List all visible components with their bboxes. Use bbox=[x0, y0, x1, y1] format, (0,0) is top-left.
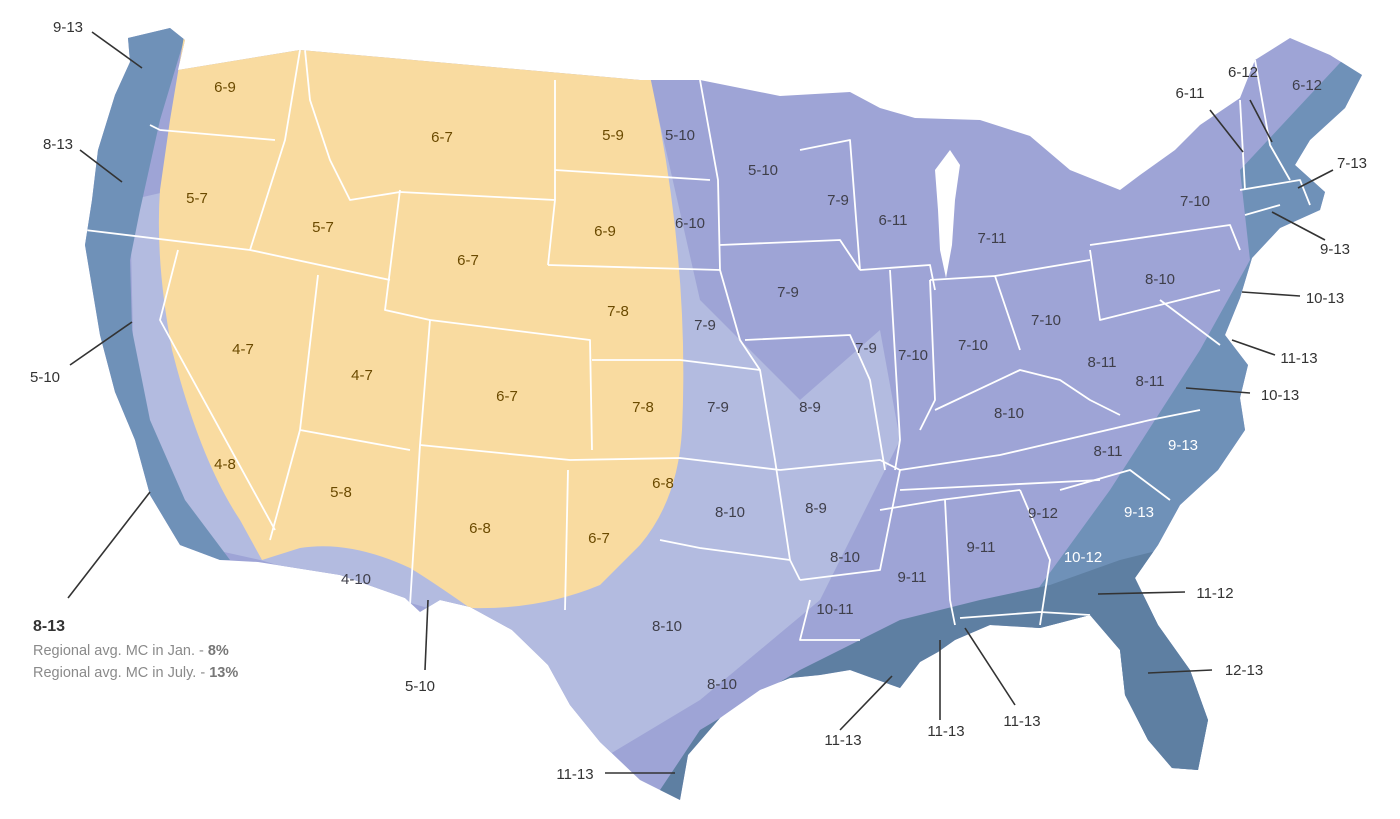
region-label: 8-10 bbox=[715, 504, 745, 521]
legend-jan-value: 8% bbox=[207, 643, 229, 659]
callout-label: 10-13 bbox=[1261, 387, 1299, 404]
region-label: 8-10 bbox=[1145, 271, 1175, 288]
region-label: 7-10 bbox=[1180, 193, 1210, 210]
legend-range: 8-13 bbox=[33, 618, 66, 635]
legend-july-row: Regional avg. MC in July. -13% bbox=[33, 662, 333, 684]
callout-label: 5-10 bbox=[30, 369, 60, 386]
region-label: 6-7 bbox=[457, 252, 479, 269]
region-label: 9-13 bbox=[1168, 437, 1198, 454]
region-label: 4-8 bbox=[214, 456, 236, 473]
legend-july-label: Regional avg. MC in July. - bbox=[33, 665, 206, 681]
callout-leaders bbox=[67, 31, 1334, 774]
callout-label: 11-13 bbox=[1280, 350, 1317, 367]
region-label: 7-9 bbox=[707, 399, 729, 416]
region-label: 7-10 bbox=[958, 337, 988, 354]
region-label: 7-10 bbox=[898, 347, 928, 364]
region-label: 7-9 bbox=[777, 284, 799, 301]
region-label: 6-7 bbox=[431, 129, 453, 146]
region-label: 4-7 bbox=[351, 367, 373, 384]
region-label: 6-7 bbox=[496, 388, 518, 405]
region-label: 4-10 bbox=[341, 571, 371, 588]
region-label: 7-9 bbox=[855, 340, 877, 357]
lake-michigan bbox=[935, 150, 960, 278]
region-label: 8-10 bbox=[707, 676, 737, 693]
callout-label: 12-13 bbox=[1225, 662, 1263, 679]
callout-label: 11-12 bbox=[1196, 585, 1233, 602]
region-label: 8-11 bbox=[1094, 443, 1123, 460]
region-label: 9-11 bbox=[967, 539, 996, 556]
legend-jan-label: Regional avg. MC in Jan. - bbox=[33, 643, 204, 659]
legend-jan-row: Regional avg. MC in Jan. -8% bbox=[33, 640, 333, 662]
region-label: 8-9 bbox=[805, 500, 827, 517]
region-label: 4-7 bbox=[232, 341, 254, 358]
region-label: 5-9 bbox=[602, 127, 624, 144]
region-label: 6-8 bbox=[652, 475, 674, 492]
legend-july-value: 13% bbox=[209, 665, 239, 681]
region-label: 10-12 bbox=[1064, 549, 1102, 566]
region-label: 6-10 bbox=[675, 215, 705, 232]
region-label: 5-8 bbox=[330, 484, 352, 501]
region-label: 9-13 bbox=[1124, 504, 1154, 521]
region-label: 5-10 bbox=[748, 162, 778, 179]
legend: 8-13 Regional avg. MC in Jan. -8% Region… bbox=[33, 618, 333, 684]
region-label: 10-11 bbox=[816, 601, 853, 618]
region-label: 6-9 bbox=[214, 79, 236, 96]
callout-label: 7-13 bbox=[1337, 155, 1367, 172]
callout-label: 6-12 bbox=[1228, 64, 1258, 81]
region-label: 7-8 bbox=[632, 399, 654, 416]
region-label: 7-9 bbox=[694, 317, 716, 334]
region-label: 9-12 bbox=[1028, 505, 1058, 522]
callout-label: 6-11 bbox=[1176, 85, 1205, 102]
callout-label: 8-13 bbox=[43, 136, 73, 153]
region-label: 5-10 bbox=[665, 127, 695, 144]
region-label: 7-10 bbox=[1031, 312, 1061, 329]
region-label: 8-9 bbox=[799, 399, 821, 416]
callout-labels: 9-13 8-13 5-10 6-11 6-12 6-12 7-13 9-13 … bbox=[30, 19, 1367, 783]
region-label: 7-8 bbox=[607, 303, 629, 320]
region-label: 6-9 bbox=[594, 223, 616, 240]
callout-label: 11-13 bbox=[824, 732, 861, 749]
region-label: 7-11 bbox=[978, 230, 1007, 247]
region-label: 8-10 bbox=[652, 618, 682, 635]
callout-label: 11-13 bbox=[1003, 713, 1040, 730]
callout-label: 6-12 bbox=[1292, 77, 1322, 94]
region-label: 8-11 bbox=[1088, 354, 1117, 371]
callout-label: 9-13 bbox=[1320, 241, 1350, 258]
region-label: 6-11 bbox=[879, 212, 908, 229]
region-label: 6-7 bbox=[588, 530, 610, 547]
callout-label: 11-13 bbox=[927, 723, 964, 740]
region-label: 8-11 bbox=[1136, 373, 1165, 390]
region-label: 8-10 bbox=[994, 405, 1024, 422]
region-label: 6-8 bbox=[469, 520, 491, 537]
region-label: 9-11 bbox=[898, 569, 927, 586]
region-labels: 6-9 6-7 5-9 5-10 5-10 5-7 5-7 6-7 6-9 6-… bbox=[186, 79, 1210, 693]
callout-label: 11-13 bbox=[556, 766, 593, 783]
state-borders bbox=[85, 49, 1311, 641]
callout-label: 10-13 bbox=[1306, 290, 1344, 307]
callout-label: 9-13 bbox=[53, 19, 83, 36]
region-label: 7-9 bbox=[827, 192, 849, 209]
callout-label: 5-10 bbox=[405, 678, 435, 695]
region-label: 8-10 bbox=[830, 549, 860, 566]
region-label: 5-7 bbox=[186, 190, 208, 207]
region-label: 5-7 bbox=[312, 219, 334, 236]
